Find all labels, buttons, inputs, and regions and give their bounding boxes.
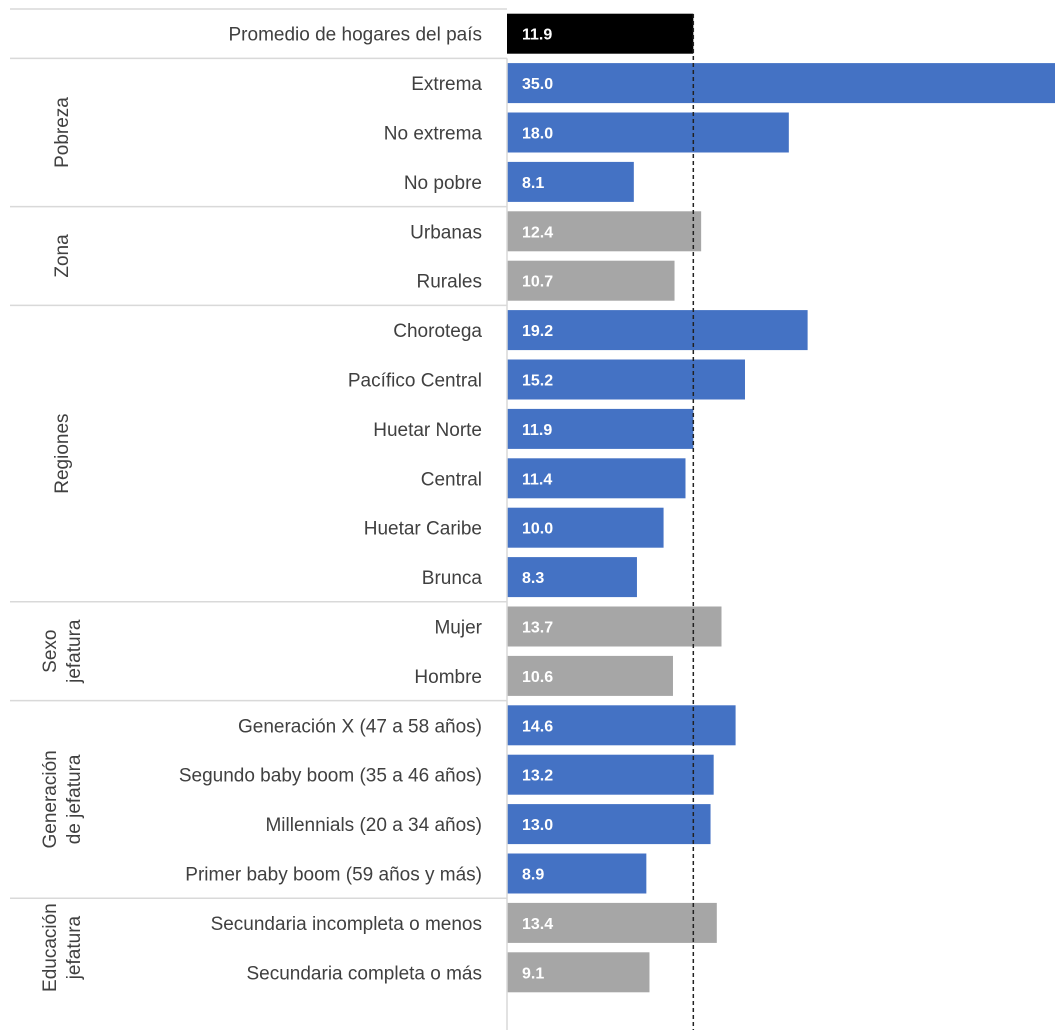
group-2-item-4-value-label: 10.0 <box>522 521 553 538</box>
group-0-item-1-label: No extrema <box>384 124 483 145</box>
group-3-item-1-value-label: 10.6 <box>522 669 553 686</box>
group-2-item-2-label: Huetar Norte <box>373 420 482 441</box>
group-0-item-2-value-label: 8.1 <box>522 175 544 192</box>
group-3-item-1-bar <box>507 655 673 696</box>
group-label: jefatura <box>64 619 85 684</box>
group-label: Regiones <box>52 413 73 493</box>
group-0-item-0-bar <box>507 63 1055 104</box>
group-4-item-2-bar <box>507 804 711 845</box>
group-2-item-1-label: Pacífico Central <box>348 371 482 392</box>
group-3-item-0-label: Mujer <box>434 618 482 639</box>
group-4-item-3-value-label: 8.9 <box>522 867 544 884</box>
group-label: Sexo <box>40 630 61 673</box>
group-4-item-0-label: Generación X (47 a 58 años) <box>238 716 482 737</box>
group-5-item-0-value-label: 13.4 <box>522 916 553 933</box>
group-2-item-0-label: Chorotega <box>393 321 482 342</box>
group-4-item-3-label: Primer baby boom (59 años y más) <box>185 865 482 886</box>
group-4-item-1-value-label: 13.2 <box>522 768 553 785</box>
group-4-item-0-bar <box>507 705 736 746</box>
group-5-item-1-value-label: 9.1 <box>522 965 544 982</box>
group-4-item-2-value-label: 13.0 <box>522 817 553 834</box>
group-2-item-2-value-label: 11.9 <box>522 422 552 439</box>
group-1-item-1-value-label: 10.7 <box>522 274 553 291</box>
group-2-item-1-value-label: 15.2 <box>522 373 553 390</box>
group-0-item-0-label: Extrema <box>411 74 482 95</box>
group-2-item-2-bar <box>507 408 694 449</box>
group-1-item-1-label: Rurales <box>417 272 482 293</box>
group-1-item-0-value-label: 12.4 <box>522 224 553 241</box>
group-1-item-1-bar <box>507 260 675 301</box>
group-4-item-1-label: Segundo baby boom (35 a 46 años) <box>179 766 482 787</box>
group-3-item-0-value-label: 13.7 <box>522 620 553 637</box>
group-2-item-1-bar <box>507 359 745 400</box>
group-4-item-2-label: Millennials (20 a 34 años) <box>265 815 482 836</box>
overall-bar <box>507 13 694 54</box>
overall-label: Promedio de hogares del país <box>229 25 483 46</box>
group-2-item-4-bar <box>507 507 664 548</box>
group-label: jefatura <box>64 915 85 980</box>
overall-value-label: 11.9 <box>522 27 552 44</box>
group-2-item-5-bar <box>507 557 637 598</box>
group-1-item-0-bar <box>507 211 702 252</box>
group-4-item-3-bar <box>507 853 647 894</box>
group-5-item-0-bar <box>507 902 717 943</box>
group-3-item-1-label: Hombre <box>414 667 482 688</box>
group-4-item-0-value-label: 14.6 <box>522 718 553 735</box>
group-2-item-4-label: Huetar Caribe <box>364 519 482 540</box>
group-0-item-1-bar <box>507 112 789 153</box>
group-label: Pobreza <box>52 97 73 168</box>
group-2-item-3-value-label: 11.4 <box>522 471 552 488</box>
group-5-item-0-label: Secundaria incompleta o menos <box>211 914 482 935</box>
group-0-item-2-label: No pobre <box>404 173 482 194</box>
group-5-item-1-bar <box>507 952 650 993</box>
group-5-item-1-label: Secundaria completa o más <box>246 963 482 984</box>
group-4-item-1-bar <box>507 754 714 795</box>
group-2-item-5-label: Brunca <box>422 568 483 589</box>
group-0-item-2-bar <box>507 161 634 202</box>
group-label: de jefatura <box>64 754 85 844</box>
group-0-item-0-value-label: 35.0 <box>522 76 553 93</box>
group-2-item-3-label: Central <box>421 469 482 490</box>
group-2-item-0-bar <box>507 310 808 351</box>
group-label: Educación <box>40 903 61 992</box>
group-0-item-1-value-label: 18.0 <box>522 126 553 143</box>
group-label: Generación <box>40 750 61 848</box>
group-2-item-0-value-label: 19.2 <box>522 323 553 340</box>
group-2-item-5-value-label: 8.3 <box>522 570 544 587</box>
group-2-item-3-bar <box>507 458 686 499</box>
group-label: Zona <box>52 234 73 278</box>
group-3-item-0-bar <box>507 606 722 647</box>
group-1-item-0-label: Urbanas <box>410 222 482 243</box>
